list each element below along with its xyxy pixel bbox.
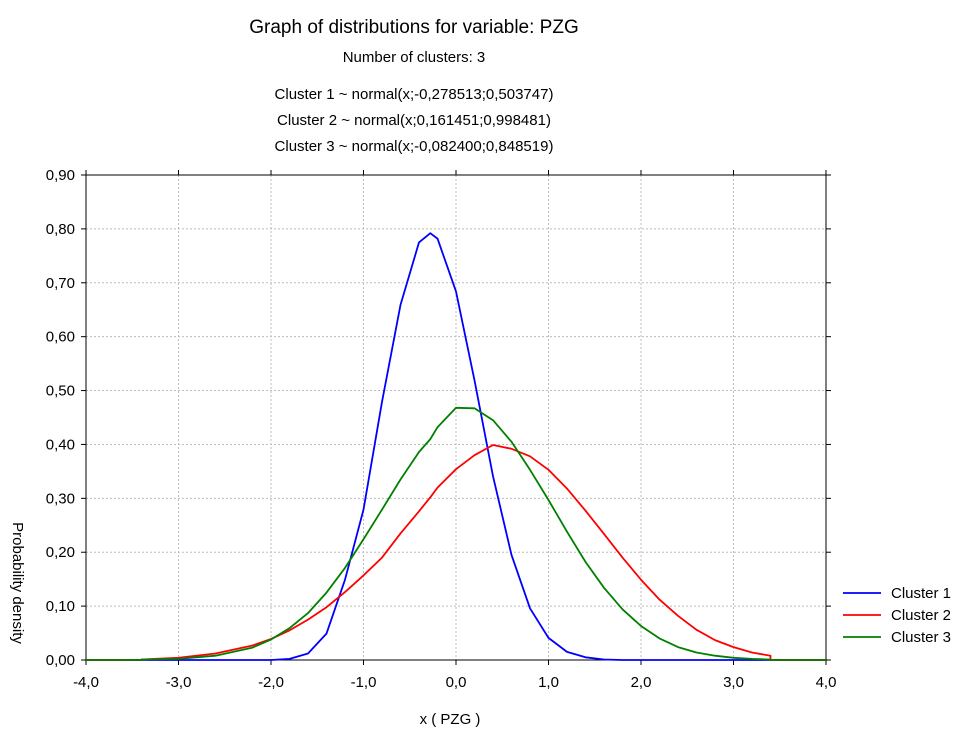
x-tick-label: -4,0 bbox=[73, 674, 99, 691]
chart-title: Graph of distributions for variable: PZG bbox=[249, 17, 578, 38]
chart-subtitle-cluster-2: Cluster 2 ~ normal(x;0,161451;0,998481) bbox=[277, 112, 551, 129]
series-line-cluster-3 bbox=[86, 406, 826, 661]
y-tick-label: 0,90 bbox=[46, 167, 75, 184]
legend-label-cluster-1: Cluster 1 bbox=[891, 585, 951, 602]
x-axis-label: x ( PZG ) bbox=[420, 711, 481, 728]
x-tick-label: 1,0 bbox=[538, 674, 559, 691]
x-tick-label: 2,0 bbox=[631, 674, 652, 691]
y-tick-label: 0,30 bbox=[46, 490, 75, 507]
y-tick-label: 0,60 bbox=[46, 329, 75, 346]
chart-subtitle-cluster-3: Cluster 3 ~ normal(x;-0,082400;0,848519) bbox=[275, 138, 554, 155]
x-tick-label: -2,0 bbox=[258, 674, 284, 691]
y-tick-label: 0,20 bbox=[46, 544, 75, 561]
series-line-cluster-1 bbox=[86, 232, 826, 661]
series-group bbox=[86, 232, 826, 661]
y-tick-label: 0,10 bbox=[46, 598, 75, 615]
grid bbox=[86, 175, 826, 660]
x-tick-label: -3,0 bbox=[166, 674, 192, 691]
y-tick-label: 0,40 bbox=[46, 436, 75, 453]
y-tick-label: 0,50 bbox=[46, 383, 75, 400]
x-tick-label: -1,0 bbox=[351, 674, 377, 691]
y-axis-label: Probability density bbox=[9, 522, 26, 644]
x-tick-label: 3,0 bbox=[723, 674, 744, 691]
y-tick-label: 0,80 bbox=[46, 221, 75, 238]
legend-label-cluster-2: Cluster 2 bbox=[891, 607, 951, 624]
legend: Cluster 1 Cluster 2 Cluster 3 bbox=[843, 585, 951, 646]
chart-subtitle-clusters: Number of clusters: 3 bbox=[343, 49, 486, 66]
ticks: -4,0 -3,0 -2,0 -1,0 0,0 1,0 2,0 3,0 4,0 0,00 0,10 0… bbox=[46, 167, 837, 691]
legend-label-cluster-3: Cluster 3 bbox=[891, 629, 951, 646]
chart-subtitle-cluster-1: Cluster 1 ~ normal(x;-0,278513;0,503747) bbox=[275, 86, 554, 103]
x-tick-label: 4,0 bbox=[816, 674, 837, 691]
x-tick-label: 0,0 bbox=[446, 674, 467, 691]
y-tick-label: 0,00 bbox=[46, 652, 75, 669]
y-tick-label: 0,70 bbox=[46, 275, 75, 292]
